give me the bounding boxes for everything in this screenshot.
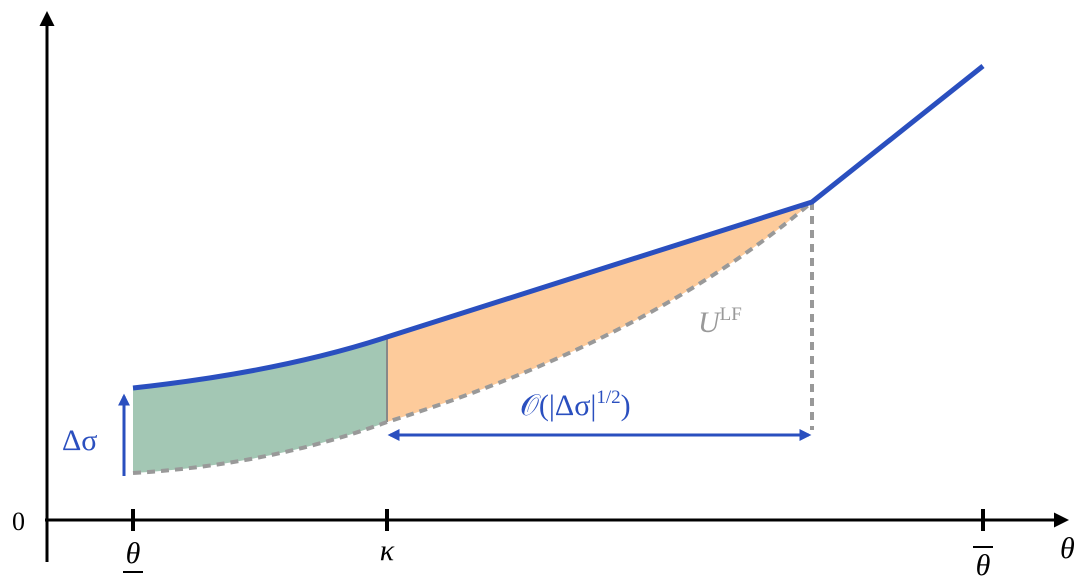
upper-curve — [132, 64, 985, 391]
order-sup: 1/2 — [596, 387, 620, 408]
u-label: ULF — [698, 304, 742, 339]
order-label: 𝒪(|Δσ|1/2) — [520, 387, 631, 422]
order-main: 𝒪(|Δσ| — [520, 389, 596, 422]
tick-label: κ — [380, 534, 395, 567]
order-close: ) — [621, 389, 631, 422]
delta-label: Δσ — [62, 424, 97, 457]
x-axis-label: θ — [1060, 532, 1075, 565]
lower-curve — [132, 200, 814, 475]
origin-label: 0 — [12, 507, 25, 536]
u-sup: LF — [720, 304, 742, 325]
tick-label: θ — [976, 549, 991, 582]
u-main: U — [698, 306, 722, 339]
green-region — [133, 337, 387, 473]
tick-label: θ — [126, 537, 141, 570]
orange-region — [387, 202, 812, 422]
